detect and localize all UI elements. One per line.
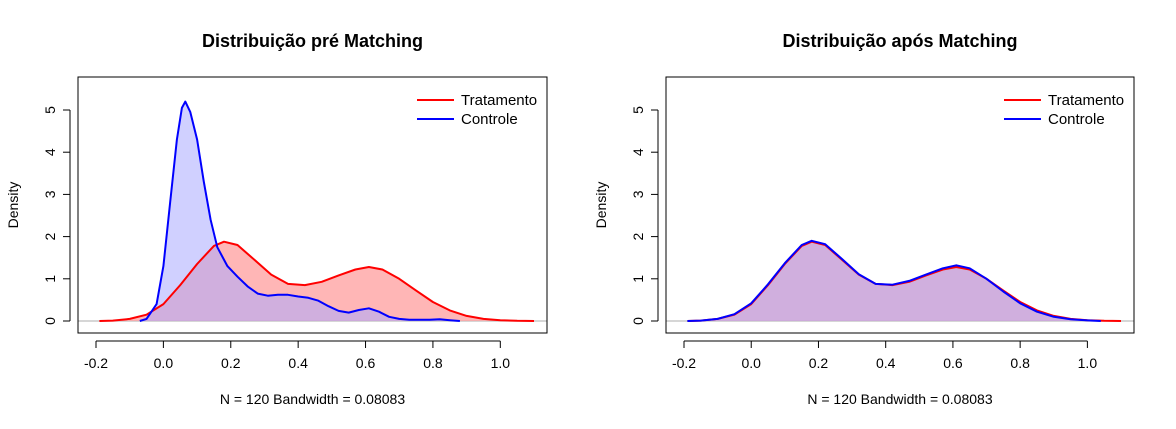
- x-axis: -0.2 0.0 0.2 0.4 0.6 0.8 1.0: [672, 340, 1098, 371]
- legend: Tratamento Controle: [417, 92, 537, 128]
- legend-label-tratamento: Tratamento: [1048, 92, 1124, 109]
- y-tick-label: 5: [630, 106, 646, 114]
- y-tick-label: 1: [42, 275, 58, 283]
- density-fills: [687, 240, 1121, 321]
- y-tick-label: 1: [630, 275, 646, 283]
- legend: Tratamento Controle: [1004, 92, 1124, 128]
- x-tick-label: 0.4: [288, 355, 308, 371]
- y-tick-label: 3: [630, 190, 646, 198]
- y-axis-label: Density: [593, 182, 609, 229]
- chart-title: Distribuição após Matching: [782, 31, 1017, 51]
- x-axis: -0.2 0.0 0.2 0.4 0.6 0.8 1.0: [84, 340, 511, 371]
- legend-label-tratamento: Tratamento: [461, 92, 537, 109]
- x-tick-label: -0.2: [84, 355, 108, 371]
- x-tick-label: 0.8: [423, 355, 443, 371]
- density-fills: [99, 101, 535, 321]
- x-tick-label: 0.6: [356, 355, 376, 371]
- y-axis: 0 1 2 3 4 5: [630, 106, 659, 325]
- x-tick-label: 0.6: [943, 355, 963, 371]
- x-tick-label: 0.4: [876, 355, 896, 371]
- x-tick-label: 0.0: [154, 355, 174, 371]
- y-tick-label: 2: [630, 232, 646, 240]
- density-lines: [99, 100, 535, 322]
- y-axis-label: Density: [5, 182, 21, 229]
- x-tick-label: 0.0: [741, 355, 761, 371]
- y-tick-label: 0: [42, 317, 58, 325]
- x-tick-label: 0.8: [1010, 355, 1030, 371]
- y-tick-label: 4: [42, 148, 58, 156]
- x-tick-label: -0.2: [672, 355, 696, 371]
- legend-label-controle: Controle: [1048, 111, 1105, 128]
- chart-panel-2: Distribuição após Matching Density N = 120…: [593, 31, 1135, 407]
- y-tick-label: 4: [630, 148, 646, 156]
- legend-label-controle: Controle: [461, 111, 518, 128]
- density-area-controle: [139, 101, 460, 321]
- density-line-controle: [687, 239, 1101, 322]
- y-tick-label: 5: [42, 106, 58, 114]
- density-lines: [687, 239, 1122, 322]
- x-axis-label: N = 120 Bandwidth = 0.08083: [220, 391, 405, 407]
- x-tick-label: 1.0: [1078, 355, 1098, 371]
- y-tick-label: 2: [42, 232, 58, 240]
- chart-panel-1: Distribuição pré Matching Density N = 120 …: [5, 31, 548, 407]
- x-axis-label: N = 120 Bandwidth = 0.08083: [807, 391, 992, 407]
- density-line-tratamento: [99, 240, 535, 322]
- y-tick-label: 0: [630, 317, 646, 325]
- plot-frame: [77, 76, 548, 334]
- x-tick-label: 0.2: [221, 355, 241, 371]
- plot-frame: [665, 76, 1135, 334]
- x-tick-label: 1.0: [491, 355, 511, 371]
- x-tick-label: 0.2: [809, 355, 829, 371]
- density-line-controle: [139, 100, 460, 322]
- chart-title: Distribuição pré Matching: [202, 31, 423, 51]
- y-axis: 0 1 2 3 4 5: [42, 106, 71, 325]
- density-area-controle: [687, 240, 1101, 321]
- y-tick-label: 3: [42, 190, 58, 198]
